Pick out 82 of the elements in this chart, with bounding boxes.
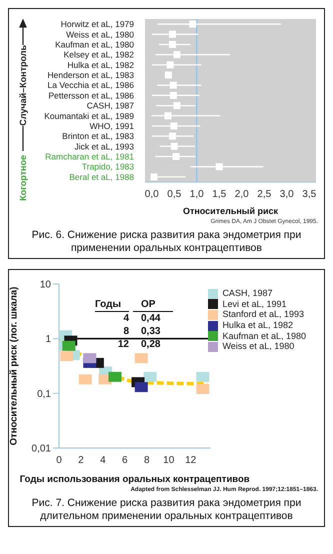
point	[164, 112, 172, 120]
point	[170, 122, 178, 130]
x-tick-label: 2	[78, 455, 84, 466]
x-tick-label: 2,0	[234, 189, 250, 200]
point	[134, 382, 148, 392]
y-tick-label: 0,1	[37, 389, 52, 400]
annotation: 12	[116, 338, 129, 352]
y-tick-label: WHO, 1991	[90, 120, 134, 131]
legend-label: CASH, 1987	[222, 288, 272, 298]
x-tick-label: 3,0	[280, 189, 294, 200]
annotation: ОР	[133, 298, 173, 312]
x-axis-title: Годы использования оральных контрацептивов	[20, 474, 250, 486]
point	[62, 341, 76, 352]
y-tick-label: Koumantaki et aL, 1989	[44, 110, 134, 121]
point	[189, 20, 196, 28]
legend-label: Stanford et aL, 1993	[222, 309, 304, 320]
y-tick-label: Brinton et aL, 1983	[62, 131, 134, 142]
text: Рис. 6. Снижение риска развития рака эндометрия при применении оральных контрацептивов	[30, 229, 302, 256]
text: Рис. 7. Снижение риска развития рака эндометрия при длительном применении оральных контрацептивов	[30, 497, 302, 524]
y-tick-label: 1	[45, 334, 52, 346]
annotation: 0,33	[140, 325, 162, 338]
annotation: 0,44	[140, 312, 162, 326]
x-tick-label: 0,0	[144, 189, 160, 200]
point	[134, 353, 148, 364]
point	[144, 372, 157, 382]
annotation: Годы	[95, 298, 129, 312]
x-tick-label: 0,5	[167, 189, 182, 200]
point	[168, 30, 176, 38]
point	[168, 40, 176, 48]
y-tick-label: Kelsey et aL, 1982	[64, 50, 134, 60]
y-tick-label: Hulka et aL, 1982	[67, 60, 134, 70]
text: Случай–Контроль	[18, 44, 28, 126]
point	[172, 153, 180, 160]
point	[78, 374, 92, 385]
x-tick-label: 10	[163, 455, 175, 466]
y-tick-label: 0,01	[32, 444, 52, 455]
y-tick-label: Jick et aL, 1993	[74, 141, 134, 152]
point	[196, 384, 210, 394]
point	[173, 102, 180, 110]
x-tick-label: 1,0	[190, 189, 204, 200]
annotation: 0,28	[140, 338, 162, 352]
x-axis-title: Относительный риск	[182, 206, 279, 216]
y-axis-title: Относительный риск (лог. шкала)	[8, 286, 20, 446]
x-tick-label: 0	[56, 455, 62, 466]
annotation: 8	[122, 325, 129, 338]
x-tick-label: 6	[122, 455, 128, 466]
point	[168, 132, 176, 140]
y-tick-label: Trapido, 1983	[82, 162, 134, 172]
annotation: 4	[122, 312, 129, 326]
y-tick-label: Ramcharan et aL, 1981	[45, 152, 134, 162]
point	[216, 163, 223, 170]
y-tick-label: La Vecchia et aL, 1986	[48, 80, 134, 90]
point	[83, 353, 96, 364]
point	[170, 92, 177, 99]
y-tick-label: Beral et aL, 1988	[69, 172, 134, 182]
y-tick-label: Weiss et aL, 1980	[66, 29, 134, 40]
x-tick-label: 12	[185, 455, 197, 466]
y-tick-label: CASH, 1987	[86, 100, 134, 111]
point	[196, 372, 210, 382]
y-tick-label: Horwitz et aL, 1979	[60, 19, 134, 30]
legend-label: Levi et aL, 1991	[222, 298, 286, 309]
y-tick-label: 10	[40, 280, 52, 291]
x-tick-label: 1,5	[212, 189, 227, 200]
text: Когортное	[18, 155, 28, 202]
y-tick-label: Kaufman et aL, 1980	[55, 39, 134, 50]
point	[170, 82, 177, 89]
x-tick-label: 3,5	[302, 189, 317, 200]
legend-label: Hulka et aL, 1982	[222, 320, 293, 330]
point	[173, 51, 180, 58]
legend-label: Kaufman et aL, 1980	[222, 330, 306, 341]
point	[164, 72, 172, 79]
y-tick-label: Pettersson et aL, 1986	[48, 90, 134, 100]
legend-label: Weiss et aL, 1980	[222, 341, 294, 352]
point	[170, 142, 178, 150]
y-tick-label: Henderson et aL, 1983	[48, 70, 134, 80]
point	[150, 173, 158, 180]
x-tick-label: 8	[144, 455, 150, 466]
point	[60, 351, 74, 362]
point	[108, 372, 122, 382]
x-tick-label: 2,5	[257, 189, 272, 200]
x-tick-label: 4	[100, 455, 106, 466]
point	[166, 61, 174, 68]
